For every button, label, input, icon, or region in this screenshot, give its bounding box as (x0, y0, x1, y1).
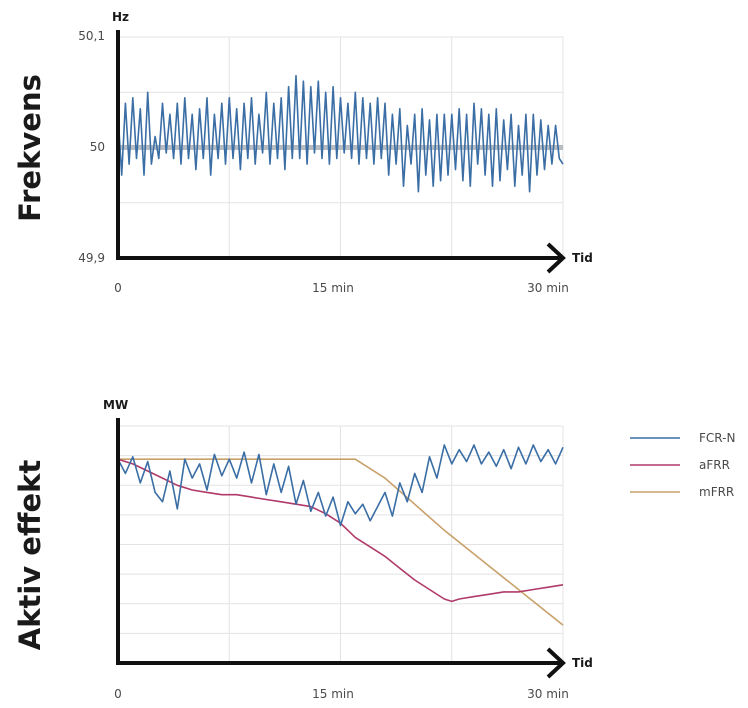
power-series-fcrn-line (117, 444, 564, 527)
legend-label-fcrn: FCR-N (699, 431, 735, 445)
frequency-y-tick-bottom: 49,9 (78, 251, 105, 265)
power-series-mfrr-line (118, 458, 564, 626)
frequency-chart: Frekvens Hz 50,1 50 49,9 Tid 0 15 min 30… (13, 10, 593, 295)
frequency-y-tick-mid: 50 (90, 140, 105, 154)
power-x-tick-0: 0 (114, 687, 122, 701)
power-legend: FCR-N aFRR mFRR (630, 431, 735, 499)
power-y-axis-label: Aktiv effekt (13, 460, 47, 651)
frequency-x-unit: Tid (572, 251, 593, 265)
legend-item-fcrn: FCR-N (630, 431, 735, 445)
frequency-axes (116, 30, 560, 260)
frequency-x-tick-0: 0 (114, 281, 122, 295)
legend-item-afrr: aFRR (630, 458, 730, 472)
power-series-afrr-line (117, 458, 564, 603)
power-axes (116, 418, 560, 665)
power-y-unit: MW (103, 398, 128, 412)
legend-label-mfrr: mFRR (699, 485, 734, 499)
frequency-series-line (117, 74, 564, 193)
frequency-x-tick-15: 15 min (312, 281, 354, 295)
power-x-tick-30: 30 min (527, 687, 569, 701)
power-grid (118, 425, 564, 663)
frequency-x-tick-30: 30 min (527, 281, 569, 295)
frequency-y-tick-top: 50,1 (78, 29, 105, 43)
power-chart: Aktiv effekt MW Tid 0 15 min 30 min FCR-… (13, 398, 735, 701)
power-x-unit: Tid (572, 656, 593, 670)
frequency-y-unit: Hz (112, 10, 129, 24)
legend-item-mfrr: mFRR (630, 485, 734, 499)
frequency-x-axis-arrowhead (546, 242, 566, 274)
power-x-axis-arrowhead (546, 647, 566, 679)
legend-label-afrr: aFRR (699, 458, 730, 472)
power-x-tick-15: 15 min (312, 687, 354, 701)
frequency-y-axis-label: Frekvens (13, 74, 47, 222)
